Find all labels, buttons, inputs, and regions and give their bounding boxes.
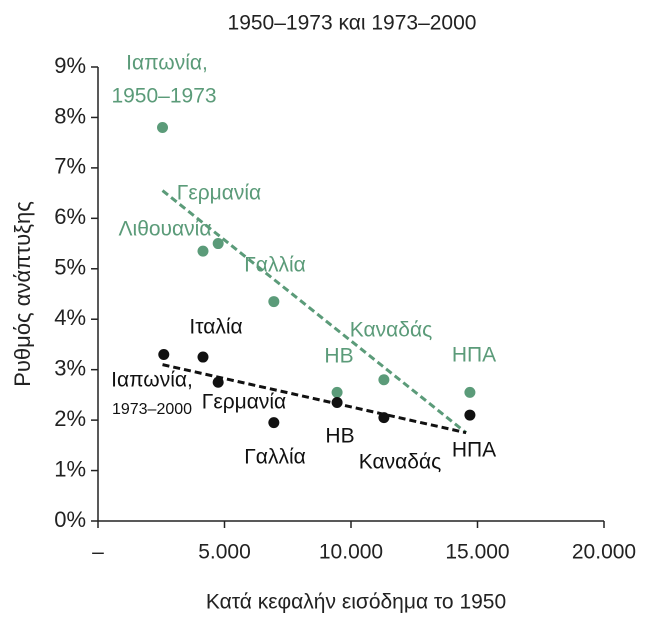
x-axis-label: Κατά κεφαλήν εισόδημα το 1950 — [206, 591, 506, 614]
point — [158, 349, 170, 361]
x-tick-label: 15.000 — [445, 541, 509, 564]
point-label: Γερμανία — [177, 182, 261, 205]
point-label: Καναδάς — [359, 451, 441, 474]
point-label: ΗΒ — [324, 345, 353, 368]
point — [157, 122, 169, 134]
y-tick-label: 8% — [54, 103, 86, 128]
point — [212, 238, 224, 250]
chart-title: 1950–1973 και 1973–2000 — [228, 12, 477, 35]
y-tick-label: 1% — [54, 456, 86, 481]
y-tick-label: 0% — [54, 507, 86, 532]
x-tick-label: 5.000 — [198, 541, 251, 564]
point — [268, 417, 280, 429]
point — [464, 386, 476, 398]
y-tick-label: 2% — [54, 406, 86, 431]
y-tick-label: 6% — [54, 204, 86, 229]
point — [197, 351, 209, 363]
y-tick-label: 9% — [54, 53, 86, 78]
trend-line — [162, 363, 467, 435]
point — [464, 409, 476, 421]
point — [212, 376, 224, 388]
point-label: Ιταλία — [189, 316, 242, 339]
x-tick-label: 20.000 — [572, 541, 636, 564]
point-label: Γαλλία — [244, 446, 306, 469]
point-label: Λιθουανία — [119, 218, 212, 241]
point — [197, 245, 209, 257]
point-label: ΗΠΑ — [452, 344, 496, 367]
point — [378, 412, 390, 424]
point — [268, 296, 280, 308]
point-label: ΗΒ — [325, 425, 354, 448]
point-label: ΗΠΑ — [452, 439, 496, 462]
y-tick-label: 3% — [54, 355, 86, 380]
y-tick-label: 7% — [54, 154, 86, 179]
point-label: Καναδάς — [350, 319, 432, 342]
point-label: Γαλλία — [244, 254, 306, 277]
trend-line — [161, 189, 468, 434]
point-label: Ιαπωνία, — [126, 52, 208, 75]
point — [331, 386, 343, 398]
x-tick-label: – — [92, 541, 104, 564]
y-tick-label: 5% — [54, 255, 86, 280]
point-label: 1950–1973 — [111, 85, 216, 108]
y-tick-label: 4% — [54, 305, 86, 330]
y-axis-label: Ρυθμός ανάπτυξης — [10, 201, 35, 387]
point — [378, 374, 390, 386]
point-label: Ιαπωνία, — [111, 369, 193, 392]
point-label: 1973–2000 — [112, 401, 192, 418]
point — [331, 396, 343, 408]
point-label: Γερμανία — [202, 391, 286, 414]
x-tick-label: 10.000 — [319, 541, 383, 564]
